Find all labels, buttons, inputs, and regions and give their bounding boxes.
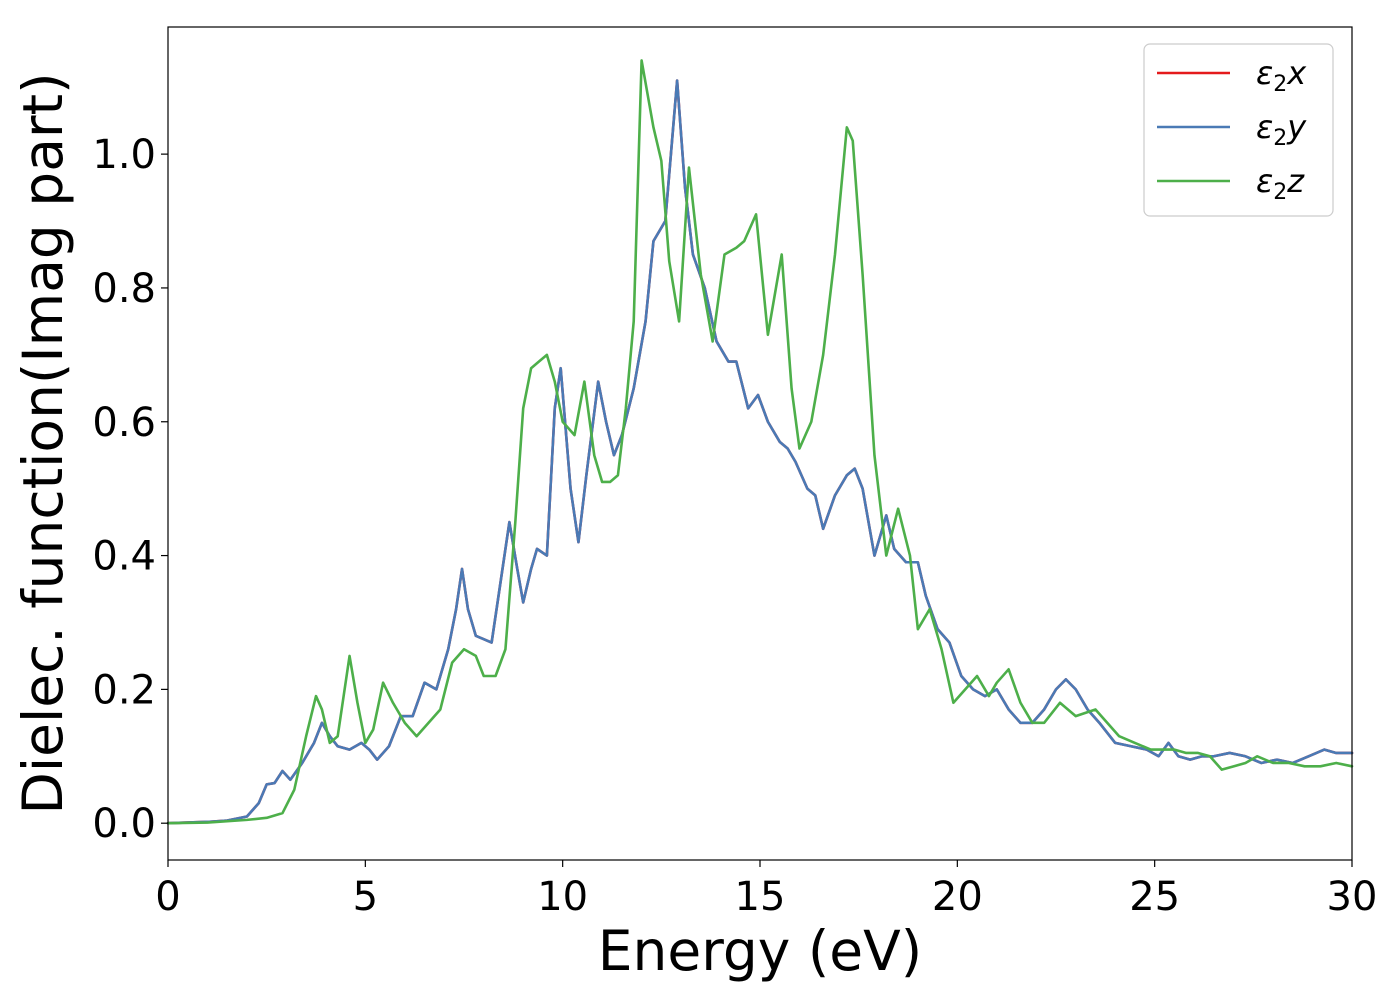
y-tick-label: 0.8: [92, 266, 156, 312]
y-axis: 0.0 0.2 0.4 0.6 0.8 1.0: [92, 132, 168, 847]
y-tick-label: 1.0: [92, 132, 156, 178]
series-line-z: [166, 59, 1354, 825]
x-tick-label: 5: [353, 874, 378, 920]
legend: ε2x ε2y ε2z: [1143, 43, 1334, 217]
x-axis: 0 5 10 15 20 25 30: [155, 860, 1377, 920]
x-tick-label: 15: [735, 874, 786, 920]
legend-label-z: ε2z: [1256, 162, 1305, 205]
x-tick-label: 30: [1327, 874, 1378, 920]
legend-box: [1143, 43, 1334, 217]
x-tick-label: 20: [932, 874, 983, 920]
legend-label-x: ε2x: [1256, 54, 1307, 97]
y-tick-label: 0.4: [92, 534, 156, 580]
y-tick-label: 0.6: [92, 400, 156, 446]
x-tick-label: 0: [155, 874, 180, 920]
x-axis-label: Energy (eV): [598, 919, 922, 983]
x-tick-label: 10: [537, 874, 588, 920]
series-layer: [166, 59, 1354, 825]
legend-label-y: ε2y: [1256, 108, 1307, 151]
x-tick-label: 25: [1129, 874, 1180, 920]
y-tick-label: 0.0: [92, 801, 156, 847]
series-line-y: [166, 79, 1354, 825]
y-tick-label: 0.2: [92, 667, 156, 713]
y-axis-label: Dielec. function(Imag part): [11, 72, 75, 814]
